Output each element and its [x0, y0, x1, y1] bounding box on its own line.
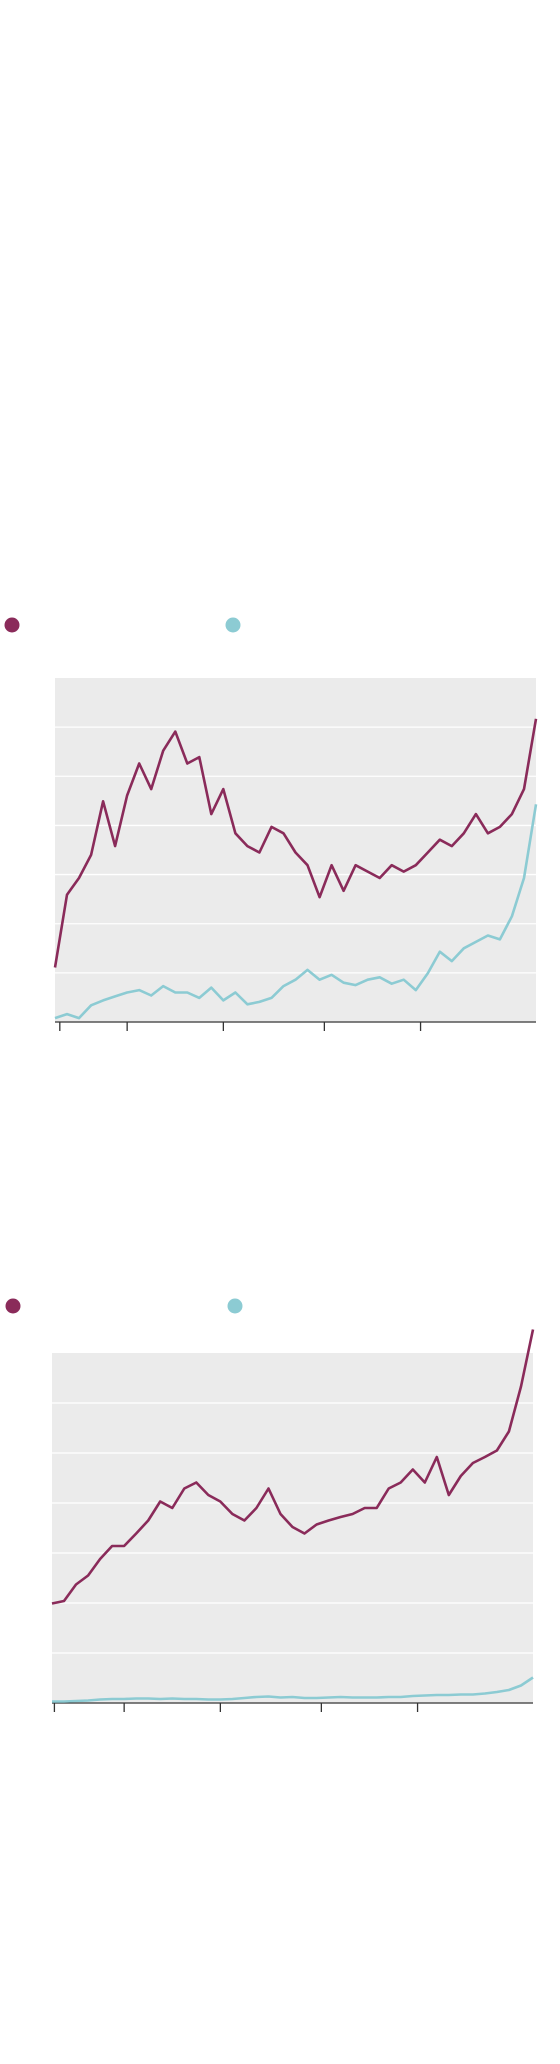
data-line	[51, 1329, 535, 1605]
data-line	[54, 804, 538, 1020]
legend-marker	[5, 1298, 21, 1314]
legend-marker	[225, 617, 241, 633]
legend-marker	[4, 617, 20, 633]
data-line	[53, 718, 538, 968]
data-line	[52, 1676, 534, 1703]
legend-marker	[227, 1298, 243, 1314]
plot-background	[55, 678, 536, 1022]
